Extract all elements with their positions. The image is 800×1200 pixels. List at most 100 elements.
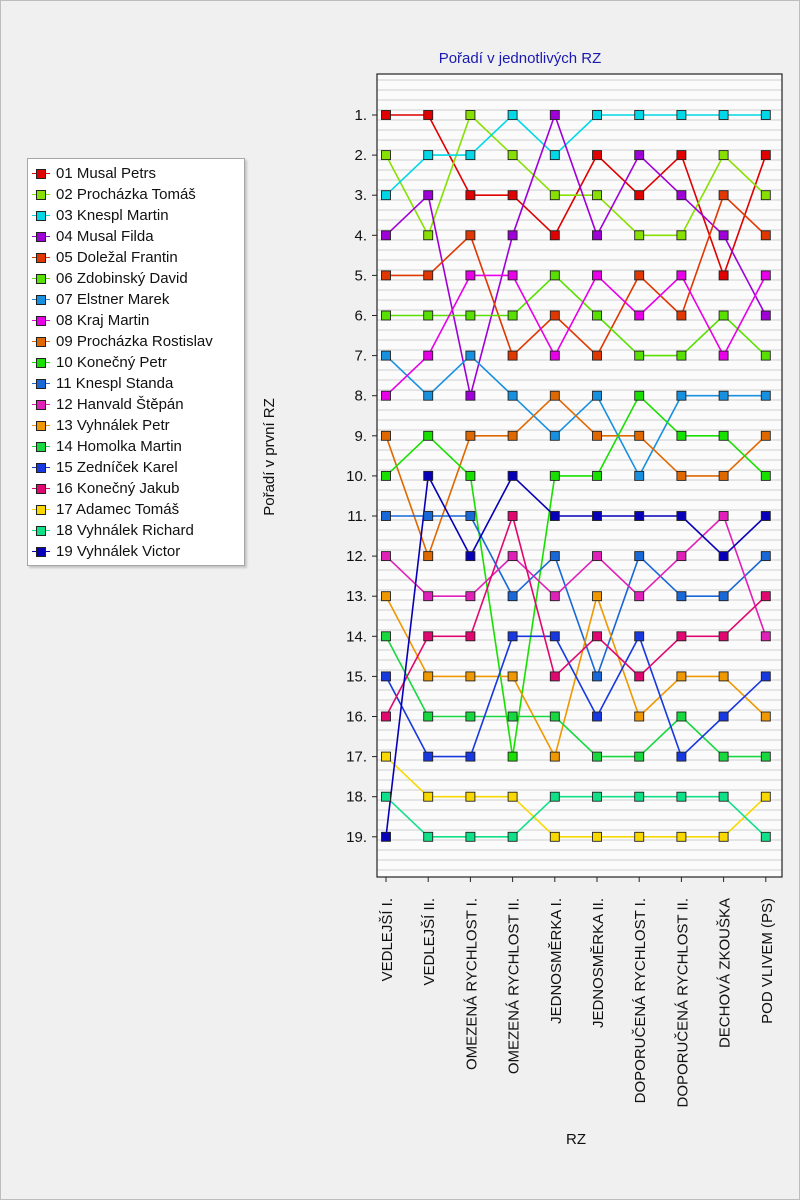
y-axis-label: Pořadí v první RZ xyxy=(261,398,278,516)
y-tick-label: 6. xyxy=(354,308,367,325)
data-point xyxy=(381,751,391,762)
legend-label: 19 Vyhnálek Victor xyxy=(56,543,181,560)
data-point xyxy=(465,110,476,120)
data-point xyxy=(634,270,645,281)
data-point xyxy=(465,751,476,762)
data-point xyxy=(634,551,645,562)
data-point xyxy=(549,591,560,602)
legend-item: 02 Procházka Tomáš xyxy=(28,184,244,205)
data-point xyxy=(381,350,391,361)
y-tick-labels: 1. 2. 3. 4. 5. 6. 7. 8. 9. 10. 11. 12. 13. 14. 15. 16. 1… xyxy=(346,107,367,846)
data-point xyxy=(676,190,687,201)
data-point xyxy=(507,110,518,120)
legend-label: 12 Hanvald Štěpán xyxy=(56,396,184,413)
series-line-9 xyxy=(385,394,767,557)
data-point xyxy=(760,390,771,401)
data-point xyxy=(760,310,771,321)
data-point xyxy=(465,190,476,201)
series-line-17 xyxy=(385,756,767,838)
data-point xyxy=(592,310,602,321)
series-line-3 xyxy=(385,114,766,196)
data-point xyxy=(676,430,687,441)
data-point xyxy=(381,270,391,281)
x-tick-label: OMEZENÁ RYCHLOST I. xyxy=(463,898,480,1070)
data-point xyxy=(549,791,560,802)
data-point xyxy=(676,310,687,321)
data-point xyxy=(423,751,434,762)
y-tick-label: 5. xyxy=(354,267,367,284)
data-point xyxy=(760,551,771,562)
legend-marker xyxy=(36,463,46,473)
legend-label: 14 Homolka Martin xyxy=(56,438,182,455)
data-point xyxy=(549,190,560,201)
data-point xyxy=(718,711,729,722)
data-point xyxy=(760,190,771,201)
legend-label: 15 Zedníček Karel xyxy=(56,459,178,476)
data-point xyxy=(718,551,729,562)
series-line-5 xyxy=(386,194,767,357)
data-point xyxy=(592,671,602,682)
y-tick-label: 7. xyxy=(354,348,367,365)
series-line-18 xyxy=(385,795,767,838)
data-point xyxy=(423,110,434,120)
data-point xyxy=(676,350,687,361)
legend-label: 13 Vyhnálek Petr xyxy=(56,417,170,434)
data-point xyxy=(592,230,602,241)
data-point xyxy=(423,270,434,281)
y-tick-label: 10. xyxy=(346,468,367,485)
y-tick-label: 17. xyxy=(346,749,367,766)
legend-label: 03 Knespl Martin xyxy=(56,207,169,224)
series-line-16 xyxy=(385,515,767,717)
legend-label: 16 Konečný Jakub xyxy=(56,480,180,497)
legend-label: 18 Vyhnálek Richard xyxy=(56,522,194,539)
data-point xyxy=(676,751,687,762)
data-point xyxy=(507,470,518,481)
data-point xyxy=(381,711,391,722)
data-point xyxy=(718,671,729,682)
data-point xyxy=(634,150,645,161)
data-point xyxy=(549,470,560,481)
legend-marker xyxy=(36,295,46,305)
legend-label: 06 Zdobinský David xyxy=(56,270,188,287)
data-point xyxy=(549,390,560,401)
data-point xyxy=(676,110,687,120)
data-point xyxy=(634,230,645,241)
data-point xyxy=(549,551,560,562)
data-point xyxy=(549,150,560,161)
data-point xyxy=(592,751,602,762)
data-point xyxy=(549,270,560,281)
x-tick-label: DOPORUČENÁ RYCHLOST II. xyxy=(674,898,691,1108)
data-point xyxy=(676,230,687,241)
data-point xyxy=(634,831,645,842)
data-point xyxy=(592,270,602,281)
data-point xyxy=(507,631,518,642)
data-point xyxy=(549,350,560,361)
data-point xyxy=(718,751,729,762)
data-point xyxy=(760,751,771,762)
legend-label: 08 Kraj Martin xyxy=(56,312,150,329)
data-point xyxy=(549,430,560,441)
data-point xyxy=(718,110,729,120)
data-point xyxy=(465,310,476,321)
data-point xyxy=(676,551,687,562)
data-point xyxy=(465,270,476,281)
data-point xyxy=(718,591,729,602)
data-point xyxy=(718,791,729,802)
data-point xyxy=(676,711,687,722)
data-point xyxy=(381,511,391,521)
data-point xyxy=(507,511,518,521)
legend-item: 10 Konečný Petr xyxy=(28,352,244,373)
data-point xyxy=(423,511,434,521)
data-point xyxy=(676,470,687,481)
data-point xyxy=(549,310,560,321)
data-point xyxy=(634,190,645,201)
legend-item: 14 Homolka Martin xyxy=(28,436,244,457)
data-point xyxy=(465,150,476,161)
y-tick-label: 19. xyxy=(346,829,367,846)
series-line-19 xyxy=(385,475,767,837)
data-point xyxy=(507,831,518,842)
data-point xyxy=(465,671,476,682)
data-point xyxy=(718,190,729,201)
data-point xyxy=(381,671,391,682)
y-tick-label: 16. xyxy=(346,709,367,726)
